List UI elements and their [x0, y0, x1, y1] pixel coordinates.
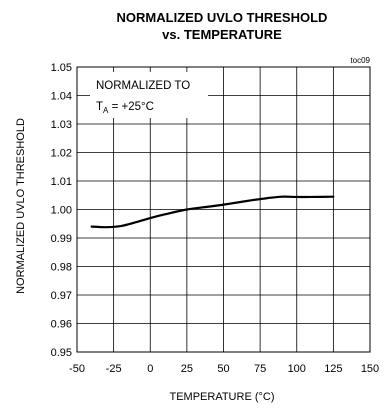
- annotation-temp-value: = +25°C: [108, 101, 154, 113]
- x-tick-label-6: 100: [288, 363, 306, 375]
- y-axis-label: NORMALIZED UVLO THRESHOLD: [15, 118, 27, 294]
- chart-title-line2: vs. TEMPERATURE: [162, 27, 282, 42]
- y-tick-label-0: 1.05: [51, 62, 72, 74]
- figure-code: toc09: [350, 56, 370, 65]
- x-tick-label-8: 150: [361, 363, 379, 375]
- y-tick-label-1: 1.04: [51, 91, 72, 103]
- y-tick-label-10: 0.95: [51, 347, 72, 359]
- x-tick-label-5: 75: [254, 363, 266, 375]
- plot-frame: [76, 66, 371, 353]
- annotation-line1: NORMALIZED TO: [96, 80, 190, 92]
- annotation-temp-symbol: T: [96, 101, 103, 113]
- series-line: [90, 195, 335, 229]
- x-tick-label-2: 0: [147, 363, 153, 375]
- chart-title-line1: NORMALIZED UVLO THRESHOLD: [117, 10, 328, 25]
- y-tick-label-2: 1.03: [51, 119, 72, 131]
- y-tick-label-4: 1.01: [51, 176, 72, 188]
- y-tick-label-9: 0.96: [51, 319, 72, 331]
- y-tick-label-6: 0.99: [51, 233, 72, 245]
- y-tick-label-5: 1.00: [51, 205, 72, 217]
- x-axis-label: TEMPERATURE (°C): [169, 391, 274, 403]
- annotation-temp-subscript: A: [103, 106, 109, 115]
- annotation-line2: TA = +25°C: [96, 101, 154, 115]
- annotation-box: [90, 72, 208, 118]
- x-tick-label-7: 125: [324, 363, 342, 375]
- x-tick-label-0: -50: [69, 363, 85, 375]
- x-tick-label-3: 25: [181, 363, 193, 375]
- x-tick-label-4: 50: [217, 363, 229, 375]
- x-tick-label-1: -25: [106, 363, 122, 375]
- y-tick-label-8: 0.97: [51, 290, 72, 302]
- y-tick-label-7: 0.98: [51, 262, 72, 274]
- tick-labels: -50 -25 0 25 50 75 100 125 150 1.05 1.04 1.03 1.02 1.…: [51, 62, 380, 375]
- y-tick-label-3: 1.02: [51, 148, 72, 160]
